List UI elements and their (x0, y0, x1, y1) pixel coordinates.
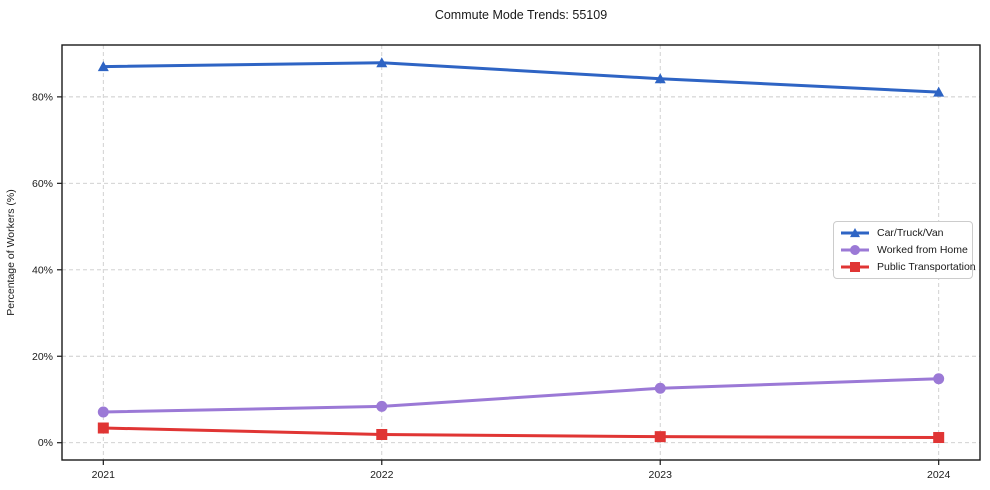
data-point-marker (654, 382, 666, 394)
legend-item-public-transportation: Public Transportation (840, 259, 976, 275)
x-tick-label: 2021 (92, 469, 116, 481)
data-point-marker (97, 406, 109, 418)
data-point-marker (97, 61, 109, 72)
legend-label: Worked from Home (877, 243, 968, 256)
data-point-marker (654, 73, 666, 84)
legend-label: Car/Truck/Van (877, 227, 944, 240)
y-tick-label: 20% (32, 351, 53, 363)
y-tick-label: 0% (38, 437, 53, 449)
data-point-marker (933, 373, 945, 385)
legend-item-car-truck-van: Car/Truck/Van (840, 225, 966, 241)
chart-title: Commute Mode Trends: 55109 (434, 8, 608, 22)
legend-label: Public Transportation (877, 260, 976, 273)
legend-item-worked-from-home: Worked from Home (840, 242, 968, 258)
data-point-marker (933, 86, 945, 97)
data-point-marker (97, 422, 109, 434)
data-point-marker (376, 400, 388, 412)
data-point-marker (654, 431, 666, 443)
legend-marker-circle-icon (841, 244, 869, 255)
y-axis-label: Percentage of Workers (%) (5, 189, 17, 315)
legend-marker-triangle-icon (841, 228, 869, 238)
series-line-2 (101, 426, 941, 440)
y-tick-label: 80% (32, 91, 53, 103)
data-point-marker (376, 428, 388, 440)
y-tick-label: 40% (32, 264, 53, 276)
series-line-1 (101, 377, 941, 414)
data-point-marker (850, 244, 860, 255)
data-point-marker (850, 261, 860, 272)
x-tick-label: 2024 (927, 469, 951, 481)
y-tick-label: 60% (32, 178, 53, 190)
data-point-marker (376, 57, 388, 68)
x-tick-label: 2023 (649, 469, 673, 481)
legend: Car/Truck/Van Worked from Home Public Tr… (833, 221, 976, 279)
x-tick-label: 2022 (370, 469, 394, 481)
series-line-0 (101, 61, 941, 94)
plot-border (61, 44, 981, 461)
data-point-marker (933, 432, 945, 444)
data-point-marker (850, 228, 860, 238)
legend-marker-square-icon (841, 261, 869, 272)
